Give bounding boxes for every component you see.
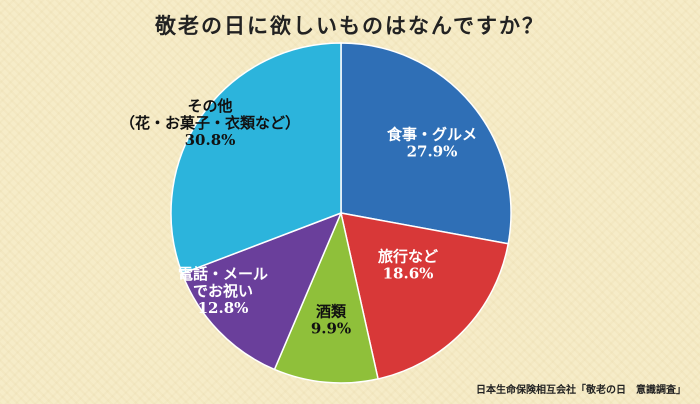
chart-title: 敬老の日に欲しいものはなんですか？: [155, 13, 545, 38]
slice-category-label: 食事・グルメ: [387, 126, 477, 144]
slice-value-label: 9.9%: [311, 320, 351, 338]
slice-value-label: 30.8%: [185, 131, 236, 149]
slice-label-4: その他（花・お菓子・衣類など） 30.8%: [120, 97, 300, 149]
pie-slice-1: [340, 212, 510, 380]
slice-value-label: 27.9%: [407, 143, 458, 161]
pie-slice-0: [340, 42, 512, 245]
slice-category-label: その他: [187, 97, 232, 115]
pie-slice-4: [170, 42, 342, 275]
slice-label-1: 旅行など 18.6%: [378, 248, 438, 283]
pie-labels: 食事・グルメ 27.9% 旅行など 18.6% 酒類 9.9% 電話・メールでお祝い 12.8…: [120, 97, 477, 338]
pie-slices: [170, 42, 512, 384]
slice-category-label: 酒類: [316, 303, 347, 321]
slice-category-label: 電話・メール: [178, 265, 268, 283]
chart-source: 日本生命保険相互会社「敬老の日 意識調査」: [476, 385, 686, 396]
slice-category-label: 旅行など: [378, 248, 438, 266]
slice-category-label: でお祝い: [193, 282, 253, 300]
slice-category-label: （花・お菓子・衣類など）: [120, 114, 300, 132]
pie-slice-3: [181, 211, 343, 371]
pie-slice-2: [273, 210, 379, 384]
slice-label-0: 食事・グルメ 27.9%: [387, 126, 477, 161]
slice-label-3: 電話・メールでお祝い 12.8%: [178, 265, 268, 317]
slice-value-label: 18.6%: [383, 265, 434, 283]
slice-label-2: 酒類 9.9%: [311, 303, 351, 338]
slice-value-label: 12.8%: [198, 299, 249, 317]
